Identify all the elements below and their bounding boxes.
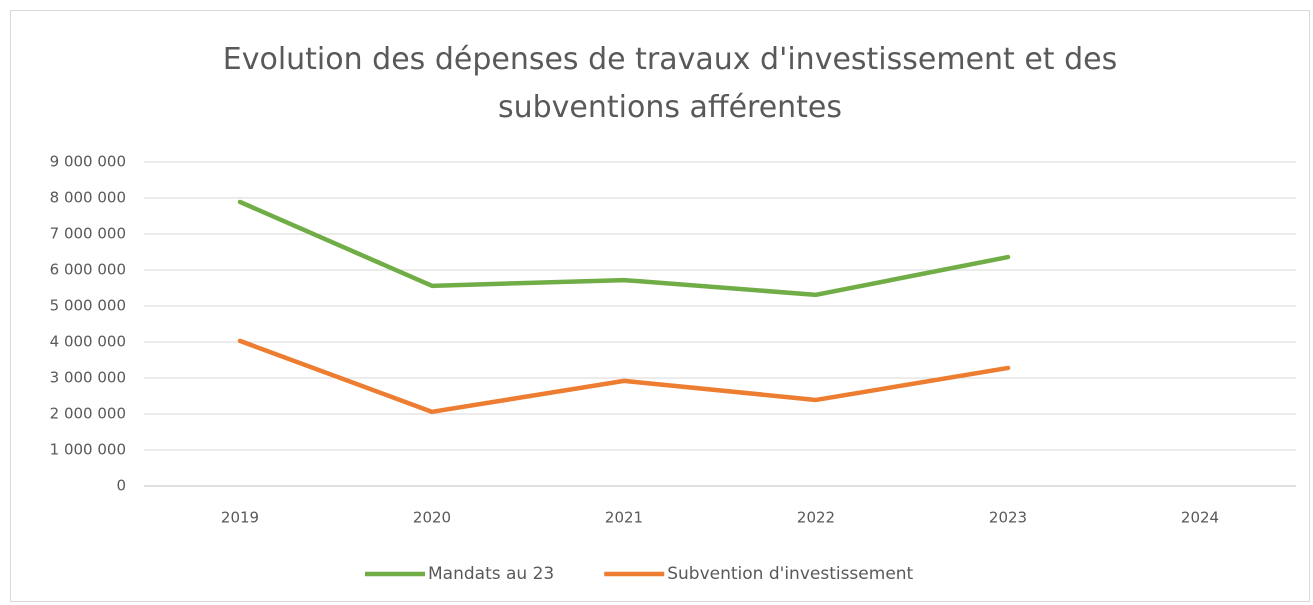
- x-tick-label: 2023: [989, 509, 1027, 527]
- x-tick-label: 2022: [797, 509, 835, 527]
- x-tick-label: 2024: [1181, 509, 1219, 527]
- y-tick-label: 3 000 000: [50, 369, 126, 387]
- series-line: [237, 338, 1011, 415]
- x-tick-label: 2020: [413, 509, 451, 527]
- chart-title: Evolution des dépenses de travaux d'inve…: [222, 42, 1118, 125]
- y-tick-label: 5 000 000: [50, 297, 126, 315]
- x-tick-label: 2019: [221, 509, 259, 527]
- y-tick-label: 0: [116, 477, 126, 495]
- x-tick-label: 2021: [605, 509, 643, 527]
- legend-label: Mandats au 23: [428, 564, 554, 584]
- series-line: [237, 199, 1011, 298]
- y-tick-label: 8 000 000: [50, 189, 126, 207]
- y-tick-label: 7 000 000: [50, 225, 126, 243]
- y-tick-label: 6 000 000: [50, 261, 126, 279]
- y-tick-label: 2 000 000: [50, 405, 126, 423]
- legend: Mandats au 23 Subvention d'investissement: [365, 564, 914, 584]
- y-tick-label: 9 000 000: [50, 153, 126, 171]
- y-tick-label: 4 000 000: [50, 333, 126, 351]
- chart-frame: [10, 10, 1310, 602]
- y-tick-label: 1 000 000: [50, 441, 126, 459]
- legend-label: Subvention d'investissement: [667, 564, 913, 584]
